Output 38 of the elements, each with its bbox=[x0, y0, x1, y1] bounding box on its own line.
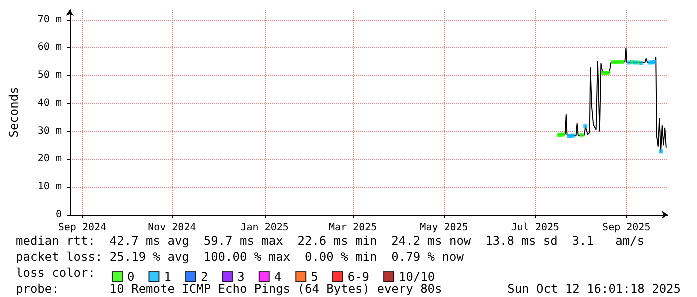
legend-label: 3 bbox=[238, 270, 245, 284]
point bbox=[634, 60, 638, 65]
text: packet loss: 25.19 % avg 100.00 % max 0.00 % min 0.79 % now bbox=[16, 250, 465, 264]
point bbox=[659, 150, 664, 154]
legend-label: 2 bbox=[200, 270, 208, 284]
y-tick-label: 70 m bbox=[38, 14, 62, 26]
x-tick-label: Sep 2025 bbox=[602, 222, 651, 234]
point bbox=[640, 60, 644, 65]
point bbox=[561, 132, 566, 137]
point bbox=[572, 134, 576, 138]
y-tick-label: 60 m bbox=[38, 42, 62, 54]
y-tick-label: 40 m bbox=[38, 98, 62, 109]
x-tick-label: May 2025 bbox=[420, 222, 468, 234]
text: probe: 10 Remote ICMP Echo Pings (64 Bytes) every 80s bbox=[16, 282, 442, 296]
legend-label: 0 bbox=[128, 270, 135, 284]
y-tick-label: 0 bbox=[56, 210, 62, 220]
y-tick-label: 30 m bbox=[38, 126, 62, 137]
y-tick-label: 10 m bbox=[38, 182, 62, 193]
x-tick-label: Mar 2025 bbox=[328, 222, 378, 234]
text: Sun Oct 12 16:01:18 2025 bbox=[508, 282, 681, 296]
text: median rtt: 42.7 ms avg 59.7 ms max 22.6 ms min 24.2 ms now 13.8 ms sd 3.1 am/s bbox=[16, 234, 645, 248]
x-tick-label: Sep 2024 bbox=[58, 222, 107, 234]
legend-title: loss color: bbox=[16, 266, 96, 280]
legend-label: 1 bbox=[164, 270, 172, 284]
x-tick-label: Jan 2025 bbox=[240, 222, 289, 234]
y-tick-label: 20 m bbox=[38, 154, 62, 165]
legend-label: 4 bbox=[274, 270, 282, 284]
legend-label: 10/10 bbox=[399, 270, 436, 284]
point bbox=[620, 60, 624, 64]
legend-label: 5 bbox=[311, 270, 318, 284]
y-axis-title: Seconds bbox=[7, 87, 21, 138]
point bbox=[628, 60, 632, 65]
x-tick-label: Nov 2024 bbox=[148, 222, 196, 234]
y-tick-label: 50 m bbox=[38, 70, 62, 82]
point bbox=[580, 133, 584, 138]
point bbox=[584, 124, 588, 129]
x-tick-label: Jul 2025 bbox=[511, 222, 560, 234]
legend-label: 6-9 bbox=[348, 270, 370, 284]
